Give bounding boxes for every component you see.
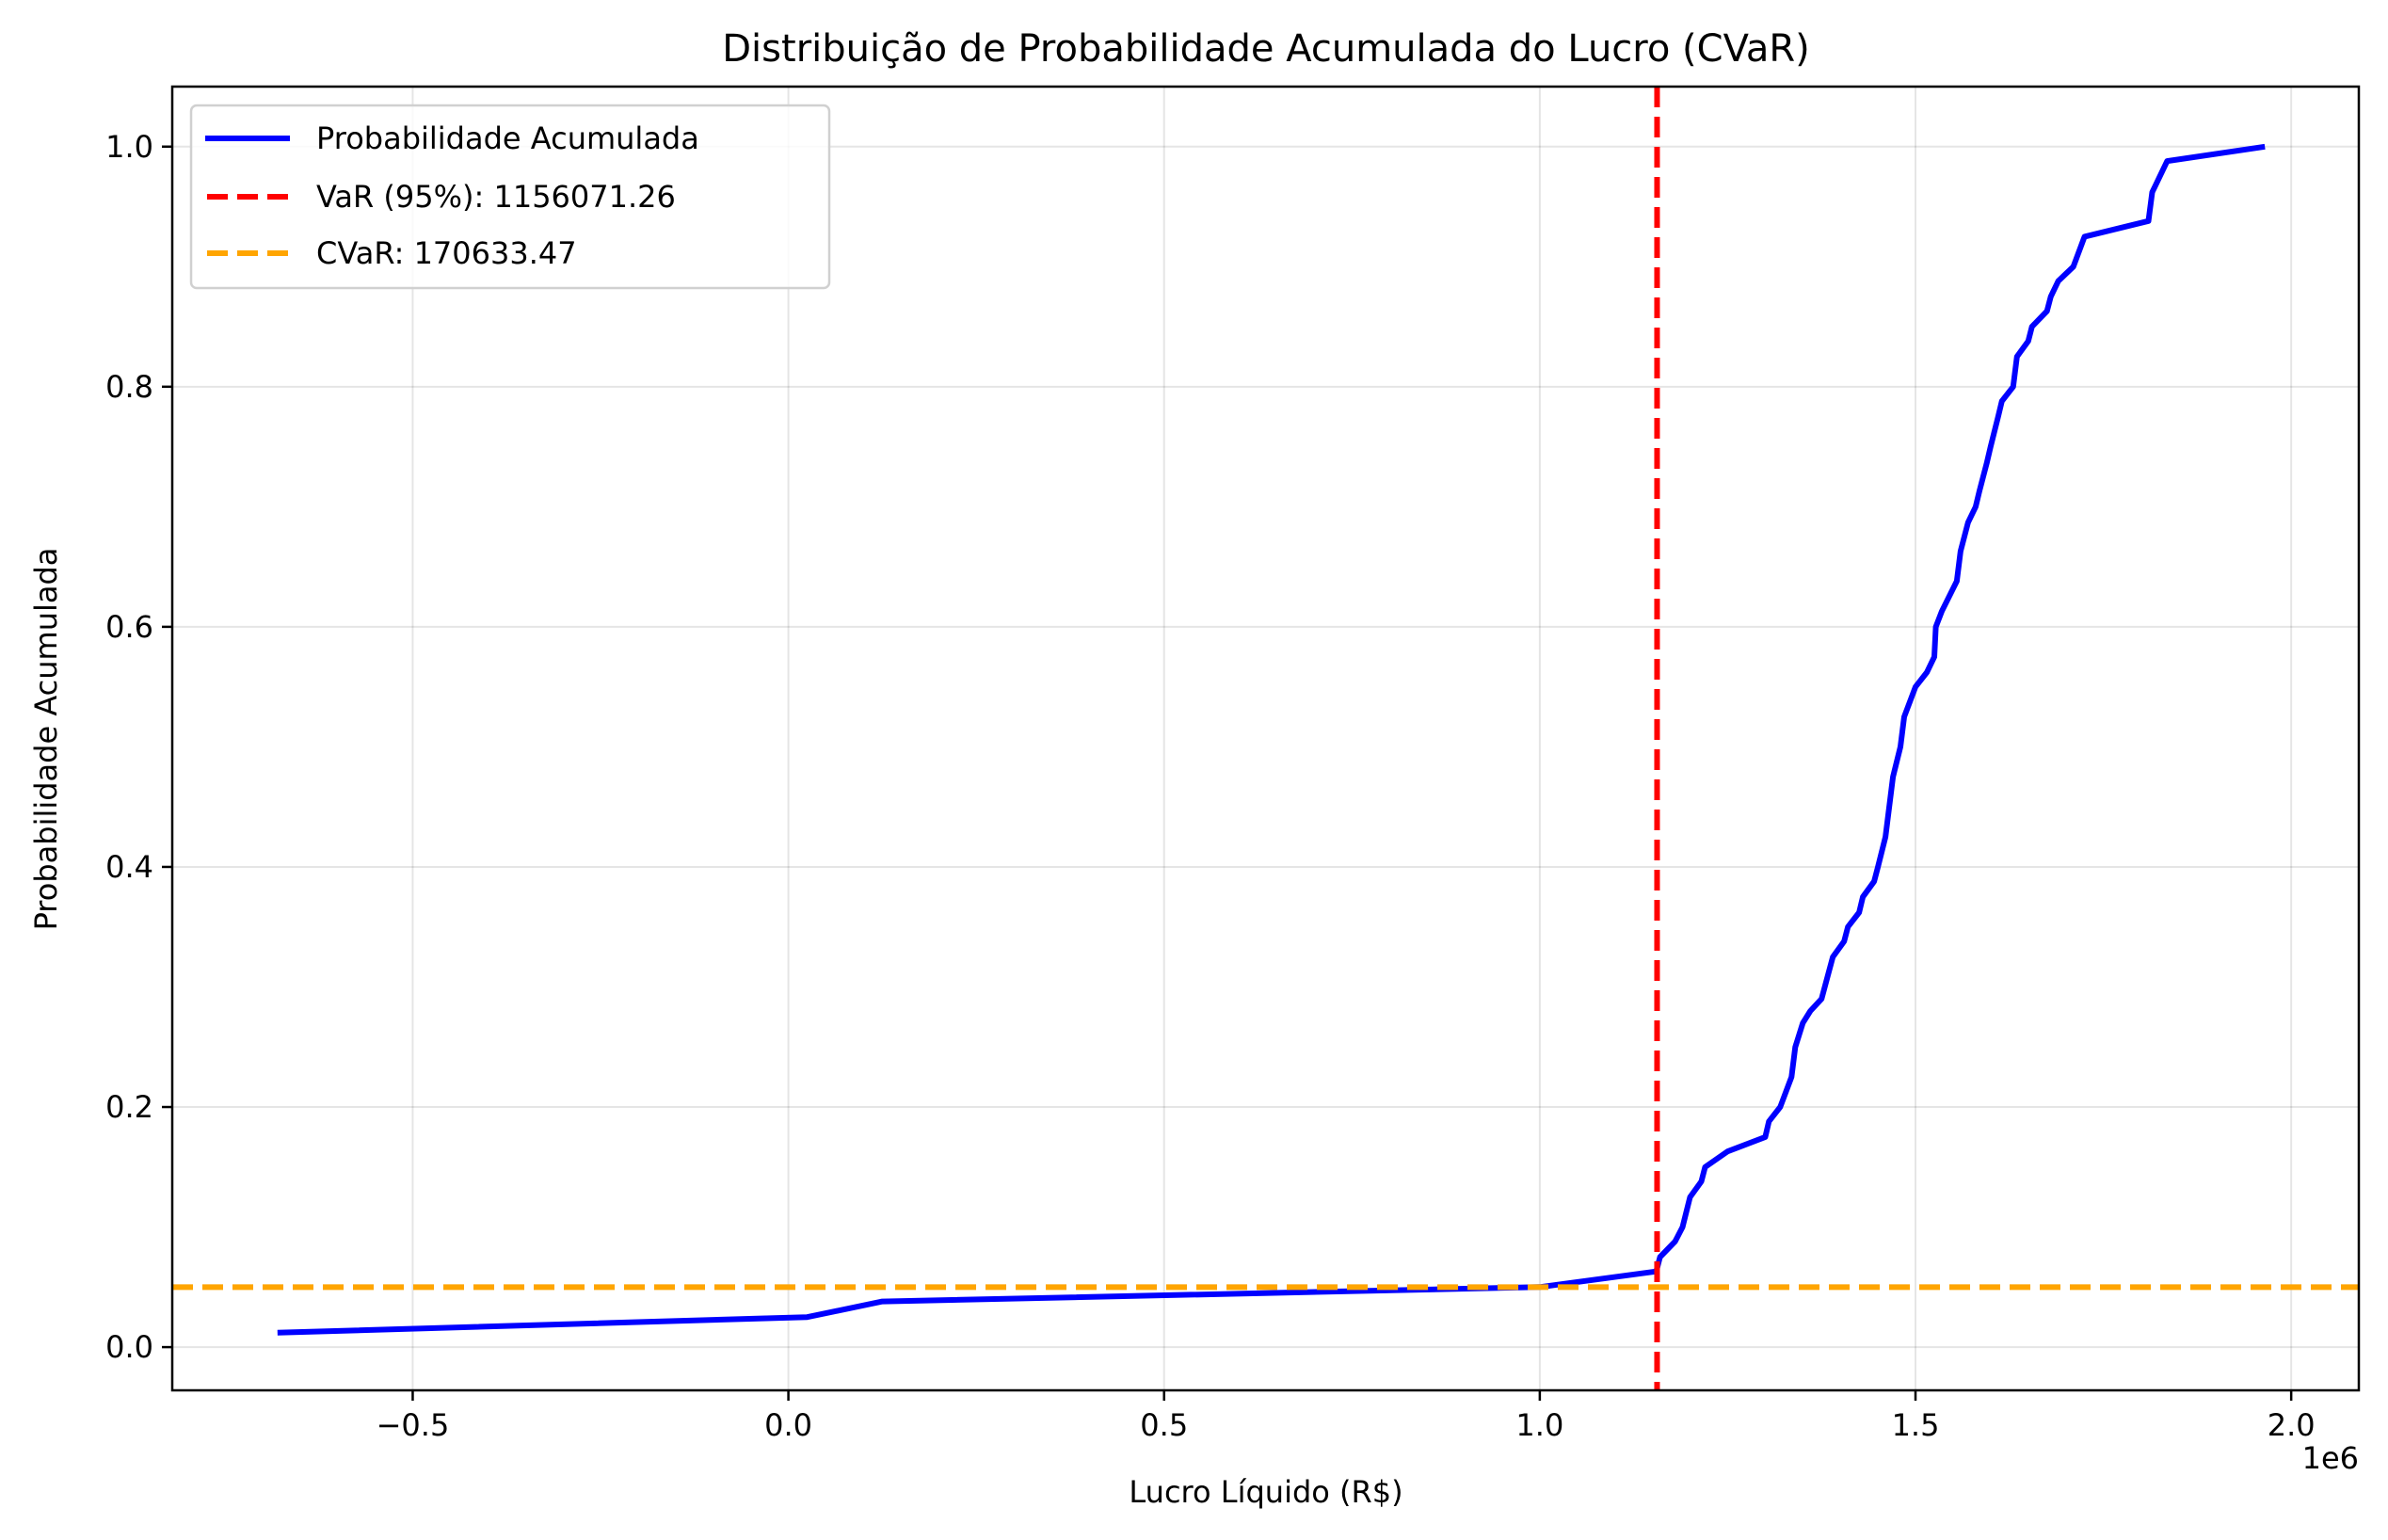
y-tick-label: 0.4: [105, 849, 153, 885]
x-tick-label: 1.0: [1515, 1407, 1563, 1443]
plot-lines: [172, 87, 2359, 1390]
y-tick-label: 0.6: [105, 609, 153, 645]
x-tick-label: 1.5: [1892, 1407, 1940, 1443]
legend-label-cvar: CVaR: 170633.47: [316, 235, 577, 271]
legend-label-var: VaR (95%): 1156071.26: [316, 179, 676, 215]
x-tick-label: 0.5: [1140, 1407, 1188, 1443]
y-tick-label: 0.0: [105, 1329, 153, 1365]
x-axis-label: Lucro Líquido (R$): [1129, 1474, 1402, 1510]
y-tick-label: 0.2: [105, 1089, 153, 1125]
chart-title: Distribuição de Probabilidade Acumulada …: [722, 27, 1810, 71]
plot-frame: [170, 85, 2361, 1392]
legend-label-cdf: Probabilidade Acumulada: [316, 120, 699, 156]
legend-box: [189, 104, 831, 290]
y-tick-label: 1.0: [105, 129, 153, 165]
cdf-line: [277, 143, 2266, 1336]
legend: Probabilidade Acumulada VaR (95%): 11560…: [189, 104, 831, 290]
x-tick-label: 0.0: [764, 1407, 812, 1443]
x-tick-label: −0.5: [377, 1407, 450, 1443]
axis-ticks: −0.5 0.0 0.5 1.0 1.5 2.0 0.0 0.2 0.4 0.6 0.8 1.0: [105, 129, 2315, 1443]
y-axis-label: Probabilidade Acumulada: [28, 548, 64, 931]
x-offset-label: 1e6: [2302, 1440, 2359, 1476]
x-tick-label: 2.0: [2268, 1407, 2316, 1443]
y-tick-label: 0.8: [105, 369, 153, 405]
